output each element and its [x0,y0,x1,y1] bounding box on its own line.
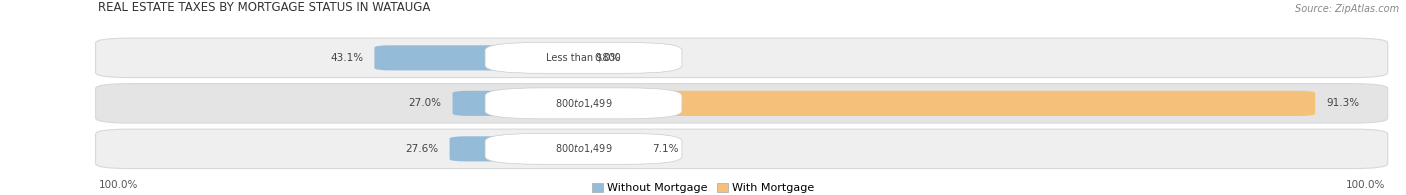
FancyBboxPatch shape [450,136,583,161]
Text: 100.0%: 100.0% [1346,180,1385,190]
Text: 100.0%: 100.0% [98,180,138,190]
Text: $800 to $1,499: $800 to $1,499 [555,97,612,110]
FancyBboxPatch shape [96,84,1388,123]
Text: 27.6%: 27.6% [405,144,439,154]
Legend: Without Mortgage, With Mortgage: Without Mortgage, With Mortgage [592,183,814,193]
Text: 7.1%: 7.1% [651,144,678,154]
Text: REAL ESTATE TAXES BY MORTGAGE STATUS IN WATAUGA: REAL ESTATE TAXES BY MORTGAGE STATUS IN … [98,1,430,14]
FancyBboxPatch shape [96,38,1388,78]
Text: $800 to $1,499: $800 to $1,499 [555,142,612,155]
Text: 27.0%: 27.0% [408,98,441,108]
FancyBboxPatch shape [485,42,682,73]
FancyBboxPatch shape [453,91,583,116]
FancyBboxPatch shape [485,88,682,119]
Text: 0.0%: 0.0% [595,53,621,63]
FancyBboxPatch shape [583,136,640,161]
Text: 43.1%: 43.1% [330,53,363,63]
FancyBboxPatch shape [583,91,1315,116]
FancyBboxPatch shape [485,133,682,164]
FancyBboxPatch shape [96,129,1388,168]
FancyBboxPatch shape [374,45,583,70]
Text: 91.3%: 91.3% [1326,98,1360,108]
Text: Source: ZipAtlas.com: Source: ZipAtlas.com [1295,4,1399,14]
Text: Less than $800: Less than $800 [546,53,621,63]
